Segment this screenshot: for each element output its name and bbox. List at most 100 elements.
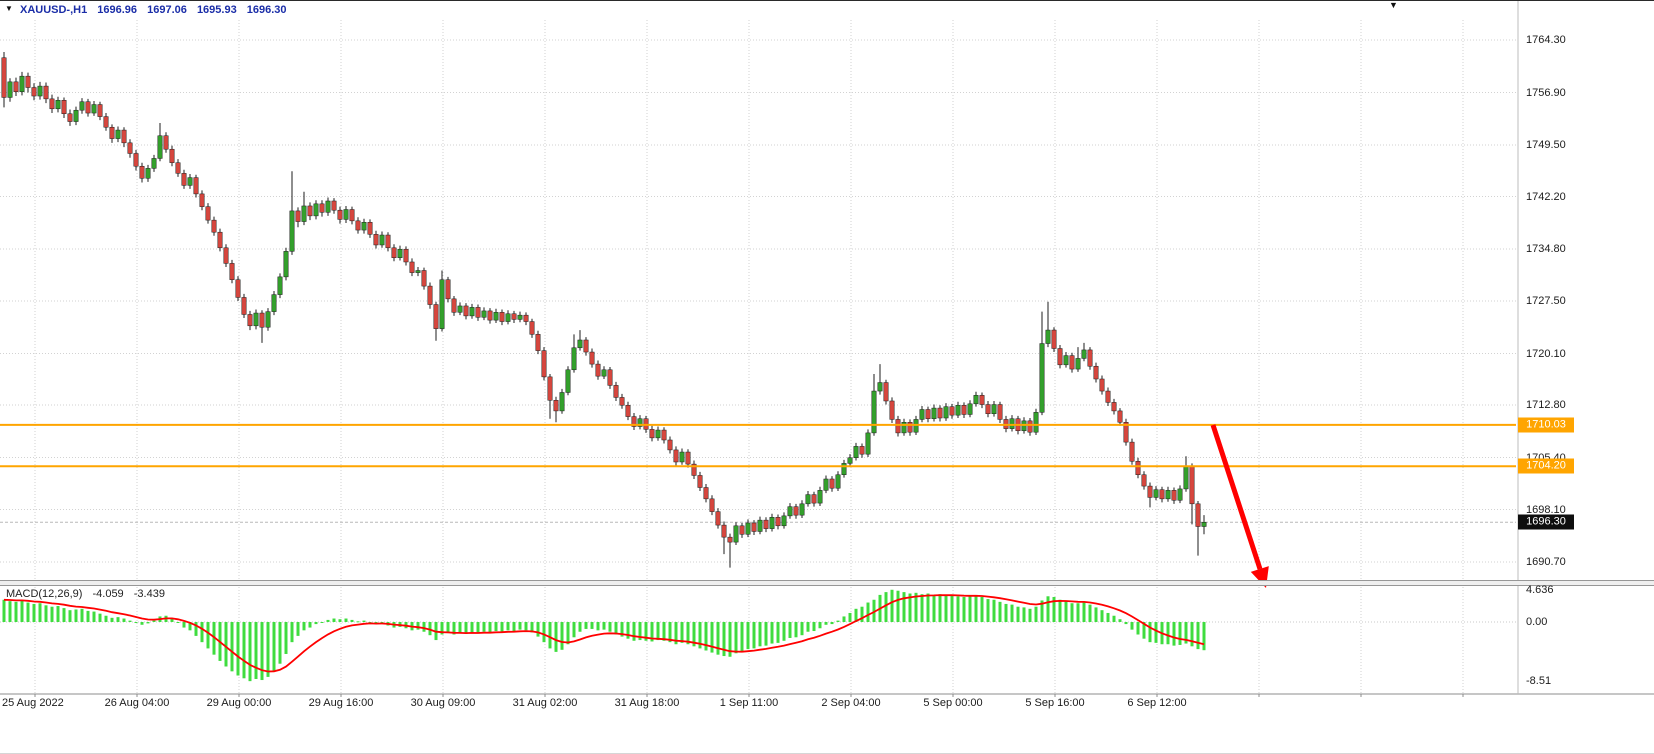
candle-body xyxy=(499,312,505,322)
candle-body xyxy=(793,506,799,516)
ohlc-close: 1696.30 xyxy=(246,4,287,16)
macd-histogram-bar xyxy=(782,622,786,641)
candle-body xyxy=(811,494,817,504)
candle-body xyxy=(871,390,877,434)
macd-histogram-bar xyxy=(542,622,546,643)
candle-body xyxy=(1153,489,1159,498)
candle-body xyxy=(451,298,457,313)
symbol-info: ▼ XAUUSD-,H1 1696.96 1697.06 1695.93 169… xyxy=(5,4,287,16)
window-marker-icon[interactable]: ▼ xyxy=(5,4,13,13)
macd-histogram-bar xyxy=(338,619,342,622)
candle-body xyxy=(715,511,721,526)
candle-body xyxy=(415,270,421,273)
macd-histogram-bar xyxy=(356,621,360,623)
candle-body xyxy=(985,404,991,414)
macd-histogram-bar xyxy=(620,622,624,637)
candle-body xyxy=(67,113,73,122)
macd-histogram-bar xyxy=(758,622,762,647)
macd-histogram-bar xyxy=(1004,603,1008,622)
level-price-tag[interactable]: 1704.20 xyxy=(1518,458,1574,474)
macd-histogram-bar xyxy=(920,594,924,622)
candle-body xyxy=(325,200,331,213)
macd-axis-label: -8.51 xyxy=(1526,675,1552,687)
macd-histogram-bar xyxy=(590,622,594,629)
level-price-tag[interactable]: 1710.03 xyxy=(1518,417,1574,433)
macd-histogram-bar xyxy=(140,622,144,625)
candle-body xyxy=(457,305,463,313)
candle-body xyxy=(103,116,109,128)
macd-histogram-bar xyxy=(932,594,936,622)
candle-body xyxy=(7,81,13,98)
candle-body xyxy=(475,307,481,318)
panel-separator[interactable] xyxy=(0,580,1654,586)
candle-body xyxy=(847,457,853,464)
macd-histogram-bar xyxy=(200,622,204,643)
macd-histogram-bar xyxy=(182,622,186,628)
macd-histogram-bar xyxy=(1028,608,1032,622)
candle-body xyxy=(217,231,223,249)
macd-histogram-bar xyxy=(950,594,954,622)
macd-histogram-bar xyxy=(992,599,996,622)
candle-body xyxy=(355,220,361,231)
macd-histogram-bar xyxy=(86,610,90,622)
candle-body xyxy=(667,439,673,451)
macd-histogram-bar xyxy=(866,602,870,622)
candle-body xyxy=(247,314,253,327)
candle-body xyxy=(1069,355,1075,370)
price-axis-label: 1734.80 xyxy=(1526,243,1566,255)
macd-histogram-bar xyxy=(596,622,600,631)
candle-body xyxy=(721,524,727,538)
trend-arrow-shaft[interactable] xyxy=(1210,424,1263,570)
macd-histogram-bar xyxy=(1124,622,1128,625)
candle-body xyxy=(601,369,607,377)
candle-body xyxy=(421,270,427,287)
macd-histogram-bar xyxy=(602,622,606,630)
macd-histogram-bar xyxy=(1100,610,1104,622)
candle-body xyxy=(145,168,151,179)
chart-shift-marker-icon[interactable]: ▼ xyxy=(1389,0,1398,10)
candle-body xyxy=(253,312,259,327)
macd-histogram-bar xyxy=(446,622,450,634)
candle-body xyxy=(121,129,127,144)
macd-histogram-bar xyxy=(236,622,240,676)
candle-body xyxy=(1129,441,1135,462)
candle-body xyxy=(625,404,631,417)
candle-body xyxy=(739,525,745,535)
candle-body xyxy=(349,209,355,222)
candle-body xyxy=(199,193,205,207)
macd-histogram-bar xyxy=(812,622,816,632)
macd-histogram-bar xyxy=(74,609,78,622)
macd-histogram-bar xyxy=(746,622,750,650)
candle-body xyxy=(1087,349,1093,367)
macd-histogram-bar xyxy=(80,608,84,622)
time-axis-label: 5 Sep 16:00 xyxy=(1025,697,1085,709)
macd-histogram-bar xyxy=(314,622,318,625)
candle-body xyxy=(841,463,847,475)
macd-signal-value: -3.439 xyxy=(133,588,165,600)
candle-body xyxy=(637,418,643,427)
macd-histogram-bar xyxy=(326,619,330,622)
candle-body xyxy=(193,177,199,195)
macd-histogram-bar xyxy=(674,622,678,645)
macd-histogram-bar xyxy=(728,622,732,657)
candle-body xyxy=(853,446,859,458)
macd-histogram-bar xyxy=(506,622,510,631)
macd-histogram-bar xyxy=(206,622,210,649)
macd-axis-label: 0.00 xyxy=(1526,616,1548,628)
candle-body xyxy=(61,100,67,115)
macd-histogram-bar xyxy=(884,592,888,622)
macd-histogram-bar xyxy=(854,608,858,622)
candle-body xyxy=(313,203,319,217)
candle-body xyxy=(367,222,373,235)
price-axis-label: 1698.10 xyxy=(1526,504,1566,516)
macd-histogram-bar xyxy=(626,622,630,639)
macd-histogram-bar xyxy=(1178,622,1182,645)
time-axis-label: 2 Sep 04:00 xyxy=(821,697,881,709)
candle-body xyxy=(241,297,247,315)
candle-body xyxy=(343,209,349,220)
candle-body xyxy=(547,376,553,401)
candle-body xyxy=(1147,485,1153,498)
candle-body xyxy=(55,100,61,110)
